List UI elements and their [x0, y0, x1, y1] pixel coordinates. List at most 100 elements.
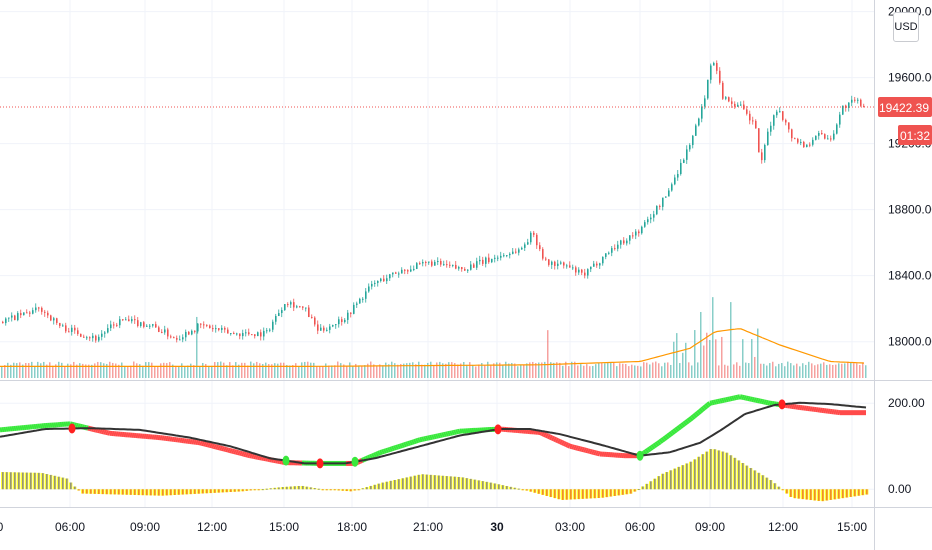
candle-body	[731, 101, 733, 104]
currency-button[interactable]: USD	[893, 12, 919, 42]
histogram-core	[618, 489, 620, 496]
volume-bar	[7, 362, 9, 378]
volume-bar	[328, 365, 330, 378]
fast-line-segment	[387, 447, 391, 453]
fast-line-segment	[215, 444, 219, 450]
volume-bar	[433, 365, 435, 378]
time-axis[interactable]: 00 06:00 09:00 12:00 15:00 18:00 21:00 30 03:00 0…	[0, 520, 867, 534]
histogram-core	[402, 478, 404, 490]
fast-line-segment	[702, 404, 708, 411]
indicator-axis[interactable]: 0.00 200.00	[888, 396, 925, 496]
histogram-core	[726, 452, 728, 490]
volume-bar	[70, 364, 72, 378]
volume-bar	[568, 366, 570, 378]
volume-bar	[268, 364, 270, 378]
fast-line-segment	[585, 447, 589, 454]
histogram-core	[478, 480, 480, 490]
volume-bar	[646, 362, 648, 378]
histogram-core	[678, 466, 680, 490]
volume-bar	[127, 366, 129, 378]
candle-body	[83, 336, 85, 338]
volume-bar	[211, 365, 213, 378]
candle-body	[182, 337, 184, 340]
candle-body	[668, 190, 670, 197]
candle-body	[155, 324, 157, 328]
candle-body	[518, 249, 520, 253]
candle-body	[557, 263, 559, 266]
histogram-core	[722, 451, 724, 490]
candle-body	[11, 315, 13, 318]
candle-body	[383, 278, 385, 282]
price-candles[interactable]	[2, 60, 865, 343]
candle-body	[863, 105, 865, 107]
candle-body	[287, 304, 289, 306]
fast-line-segment	[219, 445, 223, 451]
volume-bar	[199, 366, 201, 378]
volume-bar	[184, 366, 186, 378]
candle-body	[443, 264, 445, 266]
time-tick-label: 06:00	[625, 520, 655, 534]
candle-body	[680, 162, 682, 174]
histogram-core	[126, 489, 128, 495]
candle-body	[848, 102, 850, 108]
candle-body	[365, 291, 367, 299]
volume-bar	[856, 363, 858, 378]
volume-bar	[259, 363, 261, 378]
candle-body	[554, 261, 556, 266]
candle-body	[755, 120, 757, 129]
histogram-core	[282, 487, 284, 490]
volume-bar	[448, 362, 450, 378]
histogram-core	[738, 460, 740, 490]
cross-marker	[282, 455, 290, 466]
volume-bar	[292, 365, 294, 378]
time-tick-label: 06:00	[55, 520, 85, 534]
fast-line-segment	[566, 443, 572, 449]
fast-line-segment	[562, 441, 568, 447]
candle-body	[614, 248, 616, 250]
candle-body	[464, 269, 466, 271]
candle-body	[704, 98, 706, 107]
candle-body	[458, 267, 460, 269]
candle-body	[641, 226, 643, 234]
fast-line-segment	[383, 448, 387, 454]
fast-line-segment	[211, 443, 215, 449]
volume-bar	[334, 365, 336, 378]
candle-body	[524, 244, 526, 248]
volume-bar	[274, 363, 276, 378]
histogram-core	[30, 472, 32, 490]
histogram-core	[362, 488, 364, 490]
volume-bar	[526, 363, 528, 378]
volume-bar	[175, 365, 177, 378]
histogram-core	[130, 489, 132, 495]
histogram-core	[334, 489, 336, 491]
candle-body	[98, 336, 100, 341]
fast-line-segment	[399, 443, 403, 449]
candle-body	[17, 313, 19, 321]
histogram-core	[2, 472, 4, 490]
histogram-core	[310, 487, 312, 490]
histogram-core	[6, 472, 8, 490]
price-tick-label: 18800.00	[888, 203, 932, 217]
candle-body	[398, 273, 400, 275]
candle-body	[701, 106, 703, 119]
volume-bar	[706, 332, 708, 378]
price-axis[interactable]: 18000.0018400.0018800.0019200.0019600.00…	[888, 5, 932, 349]
histogram-core	[654, 478, 656, 490]
candle-body	[479, 259, 481, 262]
fast-line-segment	[365, 455, 369, 461]
candle-body	[377, 280, 379, 283]
fast-line-segment	[217, 445, 221, 451]
volume-bar	[634, 365, 636, 378]
histogram-core	[430, 474, 432, 490]
volume-bar	[355, 363, 357, 378]
histogram-core	[70, 482, 72, 490]
candle-body	[353, 304, 355, 314]
candle-body	[242, 333, 244, 337]
histogram-core	[502, 485, 504, 490]
histogram-core	[186, 489, 188, 495]
candle-body	[548, 259, 550, 265]
volume-bar	[436, 362, 438, 378]
fast-line-segment	[684, 419, 690, 425]
volume-bar	[694, 330, 696, 378]
